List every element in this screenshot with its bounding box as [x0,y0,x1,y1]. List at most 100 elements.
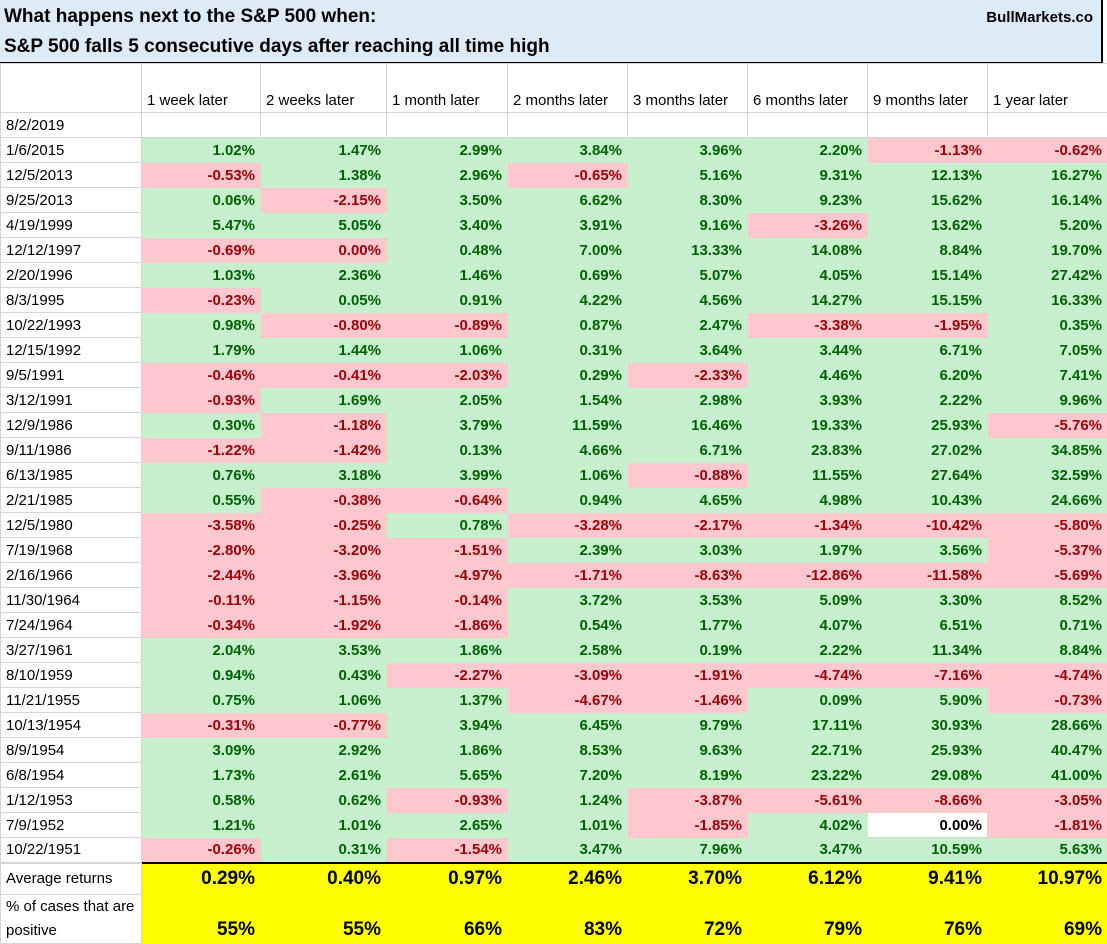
return-cell: -2.03% [387,363,508,388]
return-cell: 2.39% [508,538,628,563]
table-row: 2/16/1966-2.44%-3.96%-4.97%-1.71%-8.63%-… [1,563,1107,588]
return-cell: 3.99% [387,463,508,488]
average-returns-row-value: 9.41% [868,863,988,895]
date-cell: 6/8/1954 [1,763,142,788]
return-cell: 1.86% [387,638,508,663]
date-cell: 2/16/1966 [1,563,142,588]
current-date-row: 8/2/2019 [1,113,1107,138]
return-cell: -2.17% [628,513,748,538]
return-cell: 11.59% [508,413,628,438]
return-cell: 41.00% [988,763,1107,788]
empty-cell [988,113,1107,138]
return-cell: 0.06% [142,188,261,213]
return-cell: 2.61% [261,763,387,788]
return-cell: -1.51% [387,538,508,563]
return-cell: 3.47% [748,838,868,863]
return-cell: 8.52% [988,588,1107,613]
return-cell: 1.01% [261,813,387,838]
table-row: 12/5/1980-3.58%-0.25%0.78%-3.28%-2.17%-1… [1,513,1107,538]
return-cell: 12.13% [868,163,988,188]
return-cell: 7.41% [988,363,1107,388]
percent-positive-row-value: 66% [387,895,508,944]
return-cell: -1.22% [142,438,261,463]
return-cell: 2.22% [748,638,868,663]
return-cell: 6.51% [868,613,988,638]
date-cell: 2/21/1985 [1,488,142,513]
table-row: 3/12/1991-0.93%1.69%2.05%1.54%2.98%3.93%… [1,388,1107,413]
return-cell: 2.96% [387,163,508,188]
return-cell: 0.31% [508,338,628,363]
empty-cell [142,113,261,138]
return-cell: 3.72% [508,588,628,613]
return-cell: -1.34% [748,513,868,538]
return-cell: 27.64% [868,463,988,488]
return-cell: 40.47% [988,738,1107,763]
return-cell: 7.20% [508,763,628,788]
date-cell: 10/22/1993 [1,313,142,338]
return-cell: -0.46% [142,363,261,388]
return-cell: 8.84% [868,238,988,263]
return-cell: 0.69% [508,263,628,288]
return-cell: 1.37% [387,688,508,713]
return-cell: -1.13% [868,138,988,163]
return-cell: 5.20% [988,213,1107,238]
return-cell: 27.42% [988,263,1107,288]
return-cell: 0.31% [261,838,387,863]
return-cell: 6.71% [628,438,748,463]
title-line-2: S&P 500 falls 5 consecutive days after r… [4,36,550,58]
date-cell: 10/13/1954 [1,713,142,738]
return-cell: -10.42% [868,513,988,538]
return-cell: -0.23% [142,288,261,313]
return-cell: 0.30% [142,413,261,438]
return-cell: 11.34% [868,638,988,663]
return-cell: -2.33% [628,363,748,388]
return-cell: 9.16% [628,213,748,238]
return-cell: -0.34% [142,613,261,638]
return-cell: 1.77% [628,613,748,638]
return-cell: 1.69% [261,388,387,413]
return-cell: 5.07% [628,263,748,288]
percent-positive-row-value: 55% [261,895,387,944]
return-cell: 2.22% [868,388,988,413]
empty-cell [508,113,628,138]
column-header: 2 months later [508,64,628,113]
return-cell: 1.46% [387,263,508,288]
column-header: 3 months later [628,64,748,113]
return-cell: 3.47% [508,838,628,863]
return-cell: 3.64% [628,338,748,363]
return-cell: -0.89% [387,313,508,338]
date-cell: 4/19/1999 [1,213,142,238]
average-returns-row-value: 0.97% [387,863,508,895]
average-returns-row-value: 0.29% [142,863,261,895]
return-cell: 0.35% [988,313,1107,338]
return-cell: 5.63% [988,838,1107,863]
return-cell: -0.80% [261,313,387,338]
return-cell: 7.05% [988,338,1107,363]
return-cell: 1.47% [261,138,387,163]
return-cell: -1.95% [868,313,988,338]
return-cell: 1.06% [261,688,387,713]
return-cell: 10.43% [868,488,988,513]
return-cell: -0.88% [628,463,748,488]
return-cell: -1.54% [387,838,508,863]
column-header: 1 week later [142,64,261,113]
return-cell: 4.46% [748,363,868,388]
return-cell: 1.01% [508,813,628,838]
title-banner: What happens next to the S&P 500 when: S… [0,0,1103,64]
date-cell: 3/12/1991 [1,388,142,413]
return-cell: 30.93% [868,713,988,738]
return-cell: 2.92% [261,738,387,763]
date-cell: 9/25/2013 [1,188,142,213]
date-cell: 7/9/1952 [1,813,142,838]
return-cell: 23.83% [748,438,868,463]
table-row: 10/13/1954-0.31%-0.77%3.94%6.45%9.79%17.… [1,713,1107,738]
return-cell: 8.84% [988,638,1107,663]
date-cell: 8/3/1995 [1,288,142,313]
return-cell: 3.40% [387,213,508,238]
return-cell: -0.64% [387,488,508,513]
return-cell: 14.08% [748,238,868,263]
